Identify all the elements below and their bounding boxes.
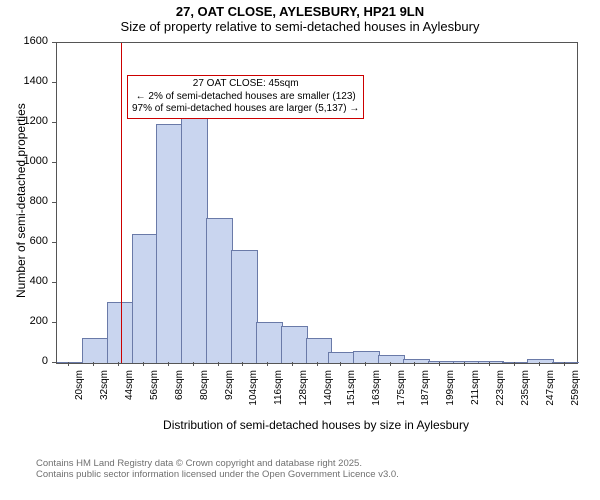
histogram-bar [206,218,233,363]
histogram-bar [403,359,430,363]
histogram-bar [156,124,183,363]
histogram-bar [428,361,455,363]
x-tick-label: 20sqm [74,370,85,420]
x-tick [340,362,341,366]
footer-attribution: Contains HM Land Registry data © Crown c… [0,454,600,481]
histogram-bar [256,322,283,363]
histogram-bar [378,355,405,363]
x-tick [489,362,490,366]
x-tick [292,362,293,366]
property-marker-line [121,43,122,363]
histogram-bar [82,338,109,363]
x-tick-label: 211sqm [470,370,481,420]
x-tick-label: 116sqm [273,370,284,420]
histogram-bar [353,351,380,363]
x-tick-label: 223sqm [495,370,506,420]
x-tick-label: 187sqm [420,370,431,420]
y-tick [52,162,56,163]
x-tick-label: 56sqm [149,370,160,420]
y-tick [52,82,56,83]
x-tick [390,362,391,366]
x-tick [464,362,465,366]
plot-area: 27 OAT CLOSE: 45sqm← 2% of semi-detached… [56,42,578,364]
histogram-bar [231,250,258,363]
x-tick-label: 151sqm [346,370,357,420]
x-tick [218,362,219,366]
histogram-bar [453,361,480,363]
x-tick [267,362,268,366]
histogram-bar [552,362,579,363]
annot-line3: 97% of semi-detached houses are larger (… [132,103,359,116]
x-tick [414,362,415,366]
x-tick-label: 104sqm [248,370,259,420]
histogram-bar [502,362,529,363]
x-tick-label: 92sqm [224,370,235,420]
footer-line2: Contains public sector information licen… [36,469,594,480]
x-tick-label: 80sqm [199,370,210,420]
histogram-bar [181,116,208,363]
x-tick [564,362,565,366]
y-tick-label: 200 [0,315,48,327]
histogram-bar [107,302,134,363]
x-tick-label: 259sqm [570,370,581,420]
histogram-bar [527,359,554,363]
x-tick [168,362,169,366]
histogram-chart: 27 OAT CLOSE: 45sqm← 2% of semi-detached… [0,34,600,454]
x-tick [118,362,119,366]
x-tick [365,362,366,366]
histogram-bar [57,362,84,363]
y-tick-label: 1600 [0,35,48,47]
x-tick [514,362,515,366]
histogram-bar [281,326,308,363]
histogram-bar [478,361,505,363]
y-tick [52,242,56,243]
histogram-bar [132,234,159,363]
x-tick [193,362,194,366]
y-tick [52,42,56,43]
title-main: 27, OAT CLOSE, AYLESBURY, HP21 9LN [0,4,600,19]
x-tick [68,362,69,366]
annotation-box: 27 OAT CLOSE: 45sqm← 2% of semi-detached… [127,75,364,119]
x-tick-label: 32sqm [99,370,110,420]
y-tick [52,282,56,283]
x-tick-label: 199sqm [445,370,456,420]
title-sub: Size of property relative to semi-detach… [0,19,600,34]
x-tick-label: 235sqm [520,370,531,420]
y-tick [52,322,56,323]
x-tick [143,362,144,366]
x-tick [242,362,243,366]
footer-line1: Contains HM Land Registry data © Crown c… [36,458,594,469]
y-axis-label: Number of semi-detached properties [14,103,28,298]
histogram-bar [328,352,355,363]
x-tick-label: 44sqm [124,370,135,420]
annot-line1: 27 OAT CLOSE: 45sqm [132,78,359,91]
x-tick [317,362,318,366]
annot-line2: ← 2% of semi-detached houses are smaller… [132,91,359,104]
y-tick [52,122,56,123]
x-tick-label: 163sqm [371,370,382,420]
y-tick [52,362,56,363]
chart-title-block: 27, OAT CLOSE, AYLESBURY, HP21 9LN Size … [0,0,600,34]
x-axis-label: Distribution of semi-detached houses by … [56,418,576,432]
y-tick [52,202,56,203]
y-tick-label: 1400 [0,75,48,87]
y-tick-label: 0 [0,355,48,367]
x-tick [539,362,540,366]
x-tick-label: 128sqm [298,370,309,420]
x-tick-label: 175sqm [396,370,407,420]
x-tick-label: 140sqm [323,370,334,420]
x-tick [93,362,94,366]
x-tick-label: 247sqm [545,370,556,420]
x-tick-label: 68sqm [174,370,185,420]
x-tick [439,362,440,366]
